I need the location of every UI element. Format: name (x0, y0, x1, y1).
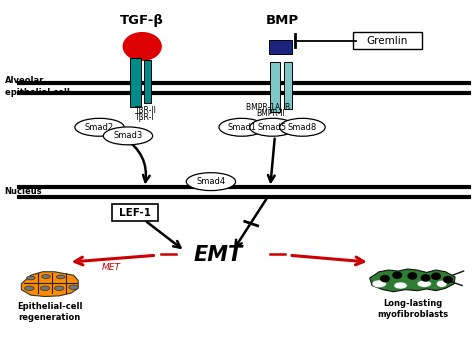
Text: Smad4: Smad4 (196, 177, 226, 186)
Ellipse shape (27, 276, 35, 280)
Text: Alveolar
epithelial cell: Alveolar epithelial cell (5, 76, 70, 97)
Text: MET: MET (102, 263, 121, 272)
Text: Smad3: Smad3 (113, 131, 143, 140)
Polygon shape (370, 269, 455, 292)
Text: BMPR-1A, B: BMPR-1A, B (246, 103, 291, 112)
Ellipse shape (372, 280, 386, 288)
Text: Epithelial-cell
regeneration: Epithelial-cell regeneration (17, 302, 82, 322)
Circle shape (381, 276, 389, 282)
Ellipse shape (437, 280, 447, 287)
FancyBboxPatch shape (130, 58, 141, 107)
Ellipse shape (56, 275, 65, 279)
Circle shape (432, 273, 440, 279)
Ellipse shape (250, 118, 295, 136)
Text: Gremlin: Gremlin (367, 35, 408, 46)
Text: Smad2: Smad2 (85, 123, 114, 132)
Ellipse shape (103, 127, 153, 145)
FancyBboxPatch shape (353, 32, 422, 49)
FancyBboxPatch shape (144, 60, 151, 103)
Text: Smad5: Smad5 (258, 123, 287, 132)
Text: Smad8: Smad8 (288, 123, 317, 132)
Ellipse shape (219, 118, 264, 136)
Text: BMPR-II: BMPR-II (256, 109, 285, 118)
Text: Nucleus: Nucleus (5, 187, 42, 196)
Ellipse shape (69, 285, 78, 289)
Ellipse shape (55, 286, 64, 290)
Circle shape (123, 33, 161, 60)
Circle shape (408, 273, 417, 279)
Text: Smad1: Smad1 (227, 123, 256, 132)
Text: LEF-1: LEF-1 (119, 207, 151, 218)
Ellipse shape (394, 282, 407, 289)
Ellipse shape (75, 118, 124, 136)
Text: TβR-I: TβR-I (135, 113, 155, 122)
Ellipse shape (42, 275, 50, 279)
Text: TGF-β: TGF-β (120, 14, 164, 27)
Text: BMP: BMP (265, 14, 299, 27)
Ellipse shape (25, 286, 34, 290)
Text: TβR-II: TβR-II (135, 106, 157, 115)
Circle shape (421, 275, 430, 281)
FancyBboxPatch shape (269, 40, 292, 54)
Text: EMT: EMT (193, 245, 243, 265)
Ellipse shape (417, 280, 431, 287)
FancyBboxPatch shape (270, 62, 280, 112)
Ellipse shape (280, 118, 325, 136)
Ellipse shape (40, 286, 50, 290)
Ellipse shape (186, 173, 236, 191)
FancyBboxPatch shape (284, 62, 292, 109)
Text: Long-lasting
myofibroblasts: Long-lasting myofibroblasts (377, 299, 448, 319)
FancyBboxPatch shape (112, 204, 158, 221)
Polygon shape (21, 272, 78, 297)
Circle shape (393, 272, 401, 278)
Circle shape (444, 277, 452, 283)
